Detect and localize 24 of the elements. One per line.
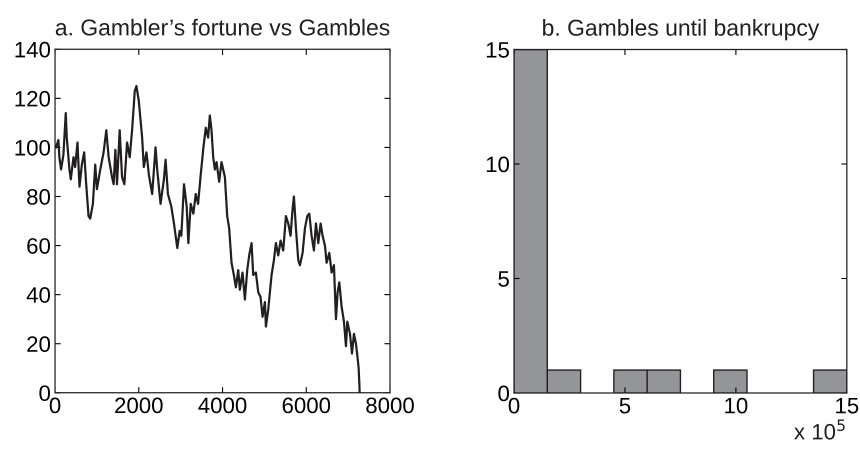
y-tick-label: 60 — [27, 238, 50, 254]
y-tick-label: 0 — [498, 386, 509, 402]
x-axis-title: x 10$^{5}$ — [794, 420, 845, 440]
chart-title: b. Gambles until bankrupcy — [543, 19, 820, 40]
x-tick-label: 6000 — [282, 398, 330, 414]
y-tick-label: 100 — [15, 140, 50, 156]
x-tick-label: 4000 — [198, 398, 246, 414]
y-tick-label: 10 — [486, 156, 509, 172]
chart-title: a. Gambler’s fortune vs Gambles — [56, 18, 390, 36]
y-tick-label: 15 — [486, 42, 509, 58]
y-tick-label: 0 — [39, 385, 50, 402]
y-tick-label: 20 — [27, 336, 50, 352]
x-tick-label: 15 — [836, 398, 858, 414]
x-tick-label: 5 — [620, 398, 630, 414]
y-tick-label: 5 — [498, 271, 509, 287]
x-tick-label: 8000 — [366, 398, 414, 414]
x-tick-label: 2000 — [115, 398, 163, 414]
x-tick-label: 10 — [725, 398, 748, 414]
y-tick-label: 40 — [26, 287, 50, 303]
x-tick-label: 0 — [508, 398, 520, 414]
x-tick-label: 0 — [50, 398, 60, 414]
y-tick-label: 120 — [15, 90, 50, 107]
y-tick-label: 80 — [27, 189, 50, 205]
y-tick-label: 140 — [15, 42, 50, 58]
